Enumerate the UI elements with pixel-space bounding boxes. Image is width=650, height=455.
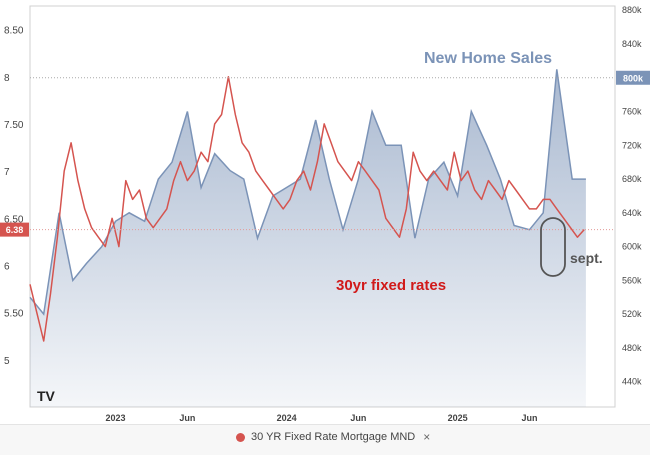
rate-last-badge [0, 222, 29, 237]
x-tick-label: Jun [521, 413, 537, 423]
legend[interactable]: 30 YR Fixed Rate Mortgage MND × [236, 430, 430, 444]
left-tick-label: 8 [4, 73, 10, 84]
right-tick-label: 560k [622, 275, 642, 285]
left-tick-label: 5.50 [4, 309, 24, 320]
right-tick-label: 480k [622, 343, 642, 353]
right-tick-label: 880k [622, 5, 642, 15]
mortgage-line [29, 76, 585, 342]
annotation-30yr-fixed-rates: 30yr fixed rates [336, 277, 446, 294]
sales-area [30, 69, 586, 408]
plot-area: 8.50 8 7.50 7 6.50 6 5.50 5 880k 840k 800k 760k 720k… [0, 5, 650, 423]
right-tick-label: 520k [622, 309, 642, 319]
right-tick-label: 720k [622, 140, 642, 150]
legend-bar [0, 424, 650, 455]
x-tick-label: Jun [179, 413, 195, 423]
left-tick-label: 6 [4, 261, 10, 272]
left-tick-label: 7.50 [4, 120, 24, 131]
x-tick-label: 2023 [106, 413, 126, 423]
right-tick-label: 760k [622, 107, 642, 117]
right-tick-label: 680k [622, 174, 642, 184]
annotation-sept: sept. [570, 250, 603, 266]
legend-close-icon[interactable]: × [423, 430, 431, 444]
annotation-new-home-sales: New Home Sales [424, 50, 552, 67]
x-tick-label: Jun [350, 413, 366, 423]
legend-dot-icon [236, 432, 245, 442]
right-tick-label: 440k [622, 377, 642, 387]
right-tick-label: 600k [622, 242, 642, 252]
sales-last-value: 800k [623, 73, 644, 83]
legend-label: 30 YR Fixed Rate Mortgage MND [251, 431, 416, 443]
left-tick-label: 5 [4, 356, 10, 367]
left-tick-label: 6.50 [4, 214, 24, 225]
rate-last-value: 6.38 [6, 225, 24, 235]
sales-last-badge [616, 70, 650, 85]
x-tick-label: 2025 [448, 413, 468, 423]
x-tick-label: 2024 [277, 413, 297, 423]
tradingview-logo: TV [37, 388, 56, 404]
sept-highlight-oval [540, 217, 566, 277]
right-tick-label: 640k [622, 208, 642, 218]
left-tick-label: 8.50 [4, 26, 24, 37]
right-tick-label: 840k [622, 39, 642, 49]
left-tick-label: 7 [4, 167, 10, 178]
